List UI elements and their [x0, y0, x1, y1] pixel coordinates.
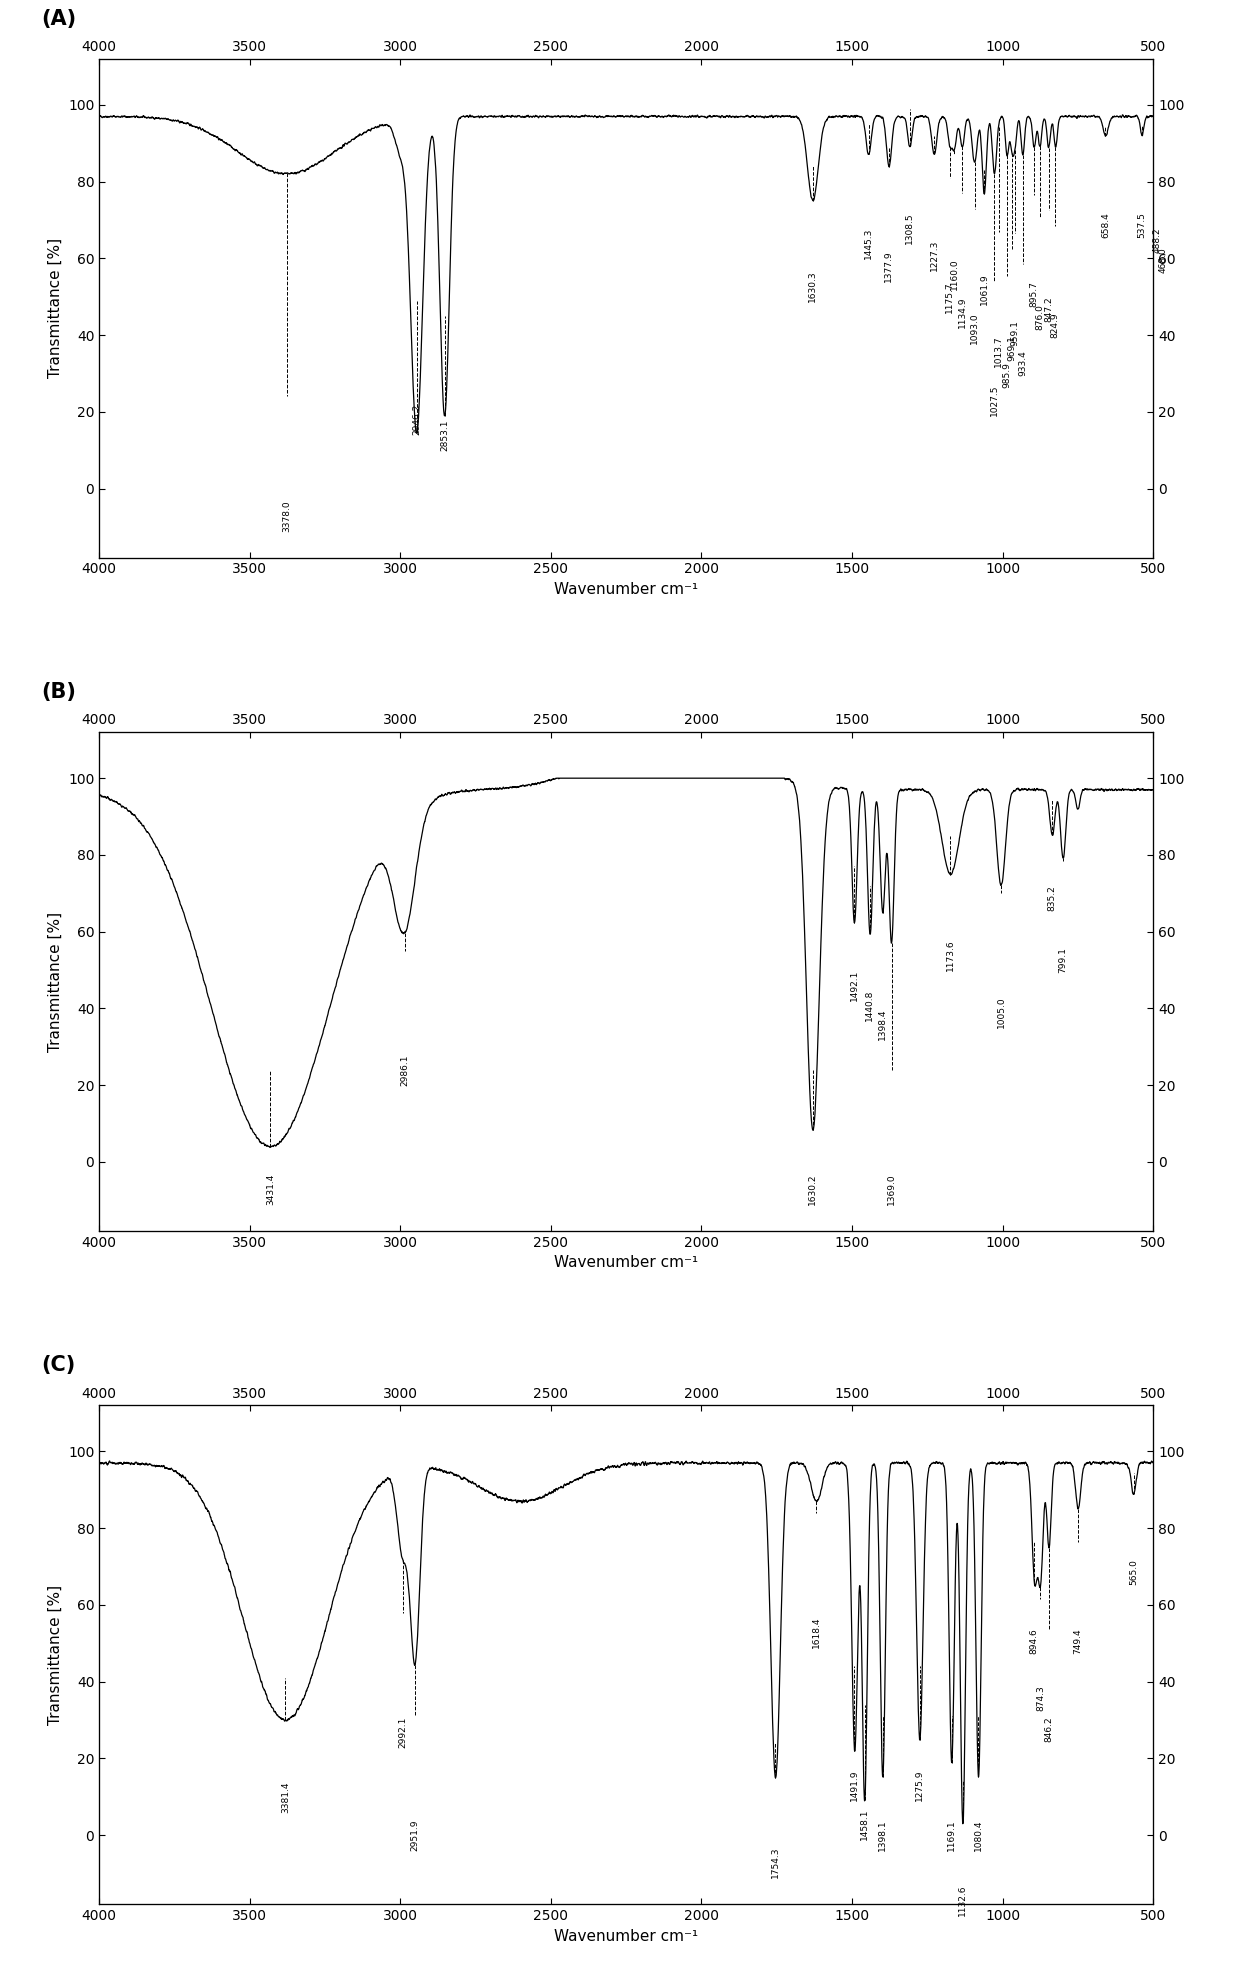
Text: 874.3: 874.3: [1035, 1686, 1045, 1712]
Text: 846.2: 846.2: [1044, 1716, 1054, 1741]
Text: 1398.4: 1398.4: [878, 1009, 887, 1040]
Text: 468.0: 468.0: [1158, 247, 1167, 273]
Text: 565.0: 565.0: [1130, 1559, 1138, 1584]
Text: (A): (A): [41, 10, 77, 29]
Text: 1754.3: 1754.3: [771, 1847, 780, 1879]
Text: (B): (B): [41, 683, 76, 703]
Text: (C): (C): [41, 1356, 76, 1376]
Text: 824.9: 824.9: [1050, 312, 1060, 338]
Text: 1308.5: 1308.5: [905, 212, 914, 243]
Text: 1398.1: 1398.1: [878, 1820, 888, 1851]
Text: 3381.4: 3381.4: [281, 1780, 290, 1814]
Y-axis label: Transmittance [%]: Transmittance [%]: [47, 1584, 62, 1725]
Text: 1169.1: 1169.1: [947, 1820, 956, 1851]
X-axis label: Wavenumber cm⁻¹: Wavenumber cm⁻¹: [554, 581, 698, 597]
Text: 1630.3: 1630.3: [808, 269, 817, 302]
Text: 3378.0: 3378.0: [281, 501, 291, 532]
Text: 799.1: 799.1: [1059, 946, 1068, 974]
Text: 933.4: 933.4: [1018, 351, 1027, 377]
Text: 658.4: 658.4: [1101, 212, 1110, 238]
Text: 1445.3: 1445.3: [864, 228, 873, 259]
Text: 1061.9: 1061.9: [980, 273, 988, 306]
Text: 1132.6: 1132.6: [959, 1884, 967, 1916]
Text: 2951.9: 2951.9: [410, 1820, 419, 1851]
Y-axis label: Transmittance [%]: Transmittance [%]: [47, 911, 62, 1052]
Text: 1630.2: 1630.2: [808, 1174, 817, 1205]
Text: 537.5: 537.5: [1137, 212, 1147, 238]
Text: 1618.4: 1618.4: [812, 1616, 821, 1647]
Text: 1080.4: 1080.4: [973, 1820, 983, 1851]
Text: 1491.9: 1491.9: [849, 1771, 859, 1802]
Text: 2986.1: 2986.1: [401, 1054, 409, 1086]
Text: 985.9: 985.9: [1002, 361, 1012, 389]
Text: 1377.9: 1377.9: [884, 251, 893, 283]
Text: 835.2: 835.2: [1048, 885, 1056, 911]
Y-axis label: Transmittance [%]: Transmittance [%]: [47, 238, 62, 379]
Text: 749.4: 749.4: [1074, 1627, 1083, 1653]
Text: 1227.3: 1227.3: [930, 239, 939, 271]
Text: 1369.0: 1369.0: [887, 1174, 897, 1205]
Text: 2853.1: 2853.1: [440, 420, 449, 451]
Text: 1458.1: 1458.1: [861, 1808, 869, 1839]
Text: 969.1: 969.1: [1007, 336, 1017, 361]
Text: 2946.2: 2946.2: [412, 404, 422, 436]
Text: 895.7: 895.7: [1029, 281, 1039, 308]
Text: 1005.0: 1005.0: [997, 997, 1006, 1029]
Text: 1134.9: 1134.9: [957, 296, 966, 328]
Text: 1440.8: 1440.8: [866, 989, 874, 1021]
Text: 1160.0: 1160.0: [950, 259, 959, 291]
Text: 1492.1: 1492.1: [849, 970, 859, 1001]
Text: 1173.6: 1173.6: [946, 940, 955, 972]
Text: 2992.1: 2992.1: [398, 1716, 407, 1747]
Text: 3431.4: 3431.4: [265, 1174, 275, 1205]
X-axis label: Wavenumber cm⁻¹: Wavenumber cm⁻¹: [554, 1928, 698, 1943]
Text: 488.2: 488.2: [1152, 228, 1161, 253]
Text: 1093.0: 1093.0: [970, 312, 980, 344]
Text: 1275.9: 1275.9: [915, 1771, 924, 1802]
Text: 1175.7: 1175.7: [945, 281, 955, 312]
Text: 847.2: 847.2: [1044, 296, 1053, 322]
Text: 894.6: 894.6: [1030, 1627, 1039, 1653]
Text: 959.1: 959.1: [1011, 320, 1019, 345]
Text: 1013.7: 1013.7: [994, 336, 1003, 367]
Text: 876.0: 876.0: [1035, 304, 1044, 330]
Text: 1027.5: 1027.5: [990, 385, 999, 416]
X-axis label: Wavenumber cm⁻¹: Wavenumber cm⁻¹: [554, 1254, 698, 1270]
